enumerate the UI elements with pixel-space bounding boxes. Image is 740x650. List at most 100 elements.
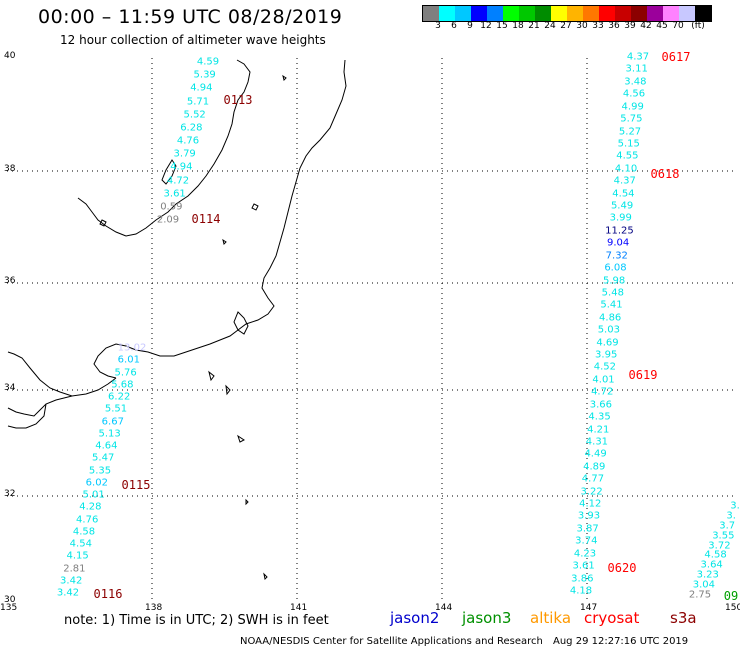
wave-height-value: 3.48 <box>624 76 647 88</box>
wave-height-value: 11.25 <box>605 225 634 237</box>
wave-height-value: 4.76 <box>176 135 200 147</box>
wave-height-value: 4.18 <box>569 585 593 597</box>
wave-height-value: 7.32 <box>605 250 628 262</box>
coastline-segment <box>263 572 268 581</box>
coastline-segment <box>222 238 227 245</box>
wave-height-value: 3.99 <box>609 212 632 224</box>
color-scale-tick-label: 36 <box>608 21 620 31</box>
wave-height-value: 4.94 <box>170 161 193 173</box>
longitude-tick-label: 141 <box>290 603 308 613</box>
wave-height-value: 5.98 <box>602 275 626 287</box>
wave-height-value: 3.23 <box>696 569 719 581</box>
color-scale-tick-label: 18 <box>512 21 524 31</box>
wave-height-value: 5.71 <box>186 96 210 107</box>
longitude-tick-label: 135 <box>0 603 18 613</box>
pass-number-label: 0113 <box>223 93 253 107</box>
color-scale-legend <box>422 5 712 22</box>
wave-height-value: 4.49 <box>584 448 607 460</box>
wave-height-value: 3.64 <box>700 559 723 571</box>
wave-height-value: 5.51 <box>104 403 128 415</box>
pass-number-label: 09 <box>723 589 739 603</box>
wave-height-value: 4.59 <box>196 56 220 68</box>
wave-height-value: 6.22 <box>108 391 131 403</box>
longitude-tick-label: 147 <box>580 603 598 613</box>
color-swatch <box>535 6 551 21</box>
units-note: note: 1) Time is in UTC; 2) SWH is in fe… <box>64 613 329 628</box>
color-swatch <box>631 6 647 21</box>
color-swatch <box>567 6 583 21</box>
wave-height-value: 3.66 <box>589 399 613 411</box>
credit-line: NOAA/NESDIS Center for Satellite Applica… <box>240 636 543 647</box>
wave-height-value: 4.52 <box>593 361 616 373</box>
wave-height-value: 4.58 <box>72 526 96 538</box>
wave-height-value: 2.09 <box>156 214 180 226</box>
wave-height-value: 4.15 <box>66 550 89 562</box>
satellite-legend-item: cryosat <box>584 609 640 627</box>
wave-height-value: 3.42 <box>60 575 83 587</box>
pass-number-label: 0620 <box>607 561 637 575</box>
wave-height-value: 4.31 <box>585 436 609 448</box>
wave-height-value: 4.86 <box>599 312 622 324</box>
coastline-segment <box>99 219 107 227</box>
latitude-tick-label: 38 <box>4 164 16 174</box>
wave-height-value: 4.35 <box>588 411 611 423</box>
color-swatch <box>615 6 631 21</box>
color-swatch <box>455 6 471 21</box>
coastline-segment <box>7 395 73 417</box>
generated-timestamp: Aug 29 12:27:16 UTC 2019 <box>553 636 689 647</box>
coastline-segment <box>125 59 251 237</box>
wave-height-value: 3.55 <box>712 530 735 542</box>
color-swatch <box>551 6 567 21</box>
coastline-segment <box>7 351 117 397</box>
wave-height-value: 9.04 <box>606 237 630 249</box>
wave-height-value: 5.47 <box>92 452 115 464</box>
wave-height-value: 5.76 <box>114 367 137 378</box>
color-swatch <box>471 6 487 21</box>
wave-height-value: 3.87 <box>576 523 599 535</box>
color-swatch <box>663 6 679 21</box>
color-swatch <box>599 6 615 21</box>
wave-height-value: 5.49 <box>610 200 634 212</box>
wave-height-value: 3. <box>730 500 740 512</box>
color-scale-tick-label: 12 <box>480 21 492 31</box>
wave-height-value: 4.01 <box>592 374 615 386</box>
color-scale-tick-label: 21 <box>528 21 540 31</box>
latitude-tick-label: 34 <box>4 383 16 393</box>
longitude-tick-label: 150 <box>725 603 740 613</box>
wave-height-value: 3.74 <box>575 535 598 547</box>
wave-height-value: 3.11 <box>625 63 648 75</box>
pass-number-label: 0619 <box>628 368 658 382</box>
coastline-segment <box>93 59 347 379</box>
latitude-tick-label: 32 <box>4 489 16 499</box>
wave-height-value: 5.03 <box>597 324 620 336</box>
wave-height-value: 5.35 <box>88 465 112 476</box>
wave-height-value: 6.01 <box>117 354 140 366</box>
satellite-legend-item: s3a <box>670 609 697 627</box>
wave-height-value: 6.28 <box>180 122 203 134</box>
pass-number-label: 0114 <box>191 212 221 226</box>
color-swatch <box>439 6 455 21</box>
wave-height-value: 3.86 <box>571 573 594 585</box>
color-swatch <box>503 6 519 21</box>
wave-height-value: 3.93 <box>577 510 601 522</box>
lat-lon-grid <box>7 58 735 602</box>
wave-height-value: 4.37 <box>613 175 636 187</box>
longitude-tick-label: 138 <box>145 603 163 613</box>
pass-number-label: 0618 <box>650 167 680 181</box>
color-scale-tick-label: 6 <box>451 21 457 31</box>
coastline-segment <box>245 498 249 506</box>
wave-height-value: 3.7 <box>719 520 736 532</box>
wave-height-value: 4.55 <box>616 150 639 162</box>
wave-height-value: 4.54 <box>69 538 92 550</box>
wave-height-value: 13.02 <box>117 342 147 354</box>
wave-height-value: 4.99 <box>621 101 644 113</box>
wave-height-value: 5.13 <box>98 428 121 440</box>
color-scale-tick-label: 42 <box>640 21 652 31</box>
wave-height-value: 3. <box>726 510 736 522</box>
wave-height-value: 2.81 <box>63 563 86 574</box>
wave-height-value: 4.64 <box>95 440 118 452</box>
wave-height-value: 0.59 <box>160 201 183 213</box>
wave-height-value: 4.23 <box>573 548 597 560</box>
wave-height-value: 3.72 <box>708 540 731 552</box>
wave-height-value: 3.42 <box>56 587 80 599</box>
